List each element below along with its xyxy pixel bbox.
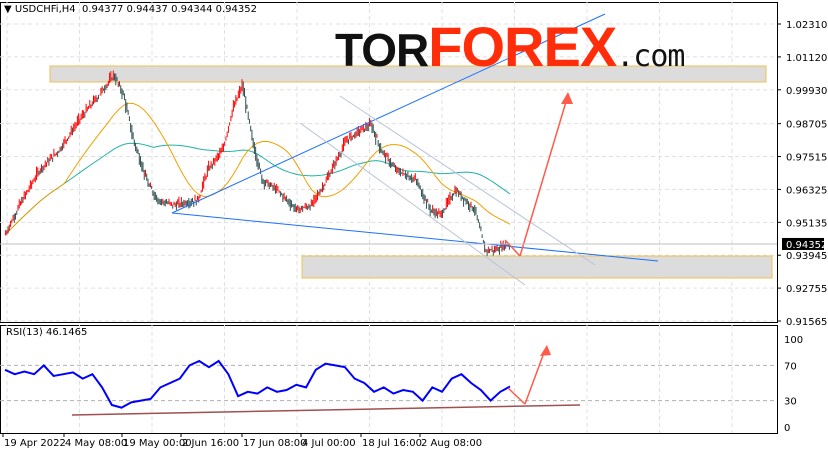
- rsi-support-line: [71, 404, 581, 416]
- rsi-tick-label: 0: [784, 423, 790, 434]
- x-tick-label: 19 May 00:00: [123, 438, 192, 449]
- symbol-label: USDCHFi,H4: [14, 4, 76, 15]
- y-tick-label: 0.96325: [786, 185, 827, 196]
- ohlc-open: 0.94377: [81, 4, 124, 15]
- torforex-logo: TORFOREX.com: [335, 19, 685, 82]
- channel-line-lower: [299, 122, 526, 286]
- current-price-tag: [782, 237, 824, 250]
- current-price-label: 0.94352: [786, 240, 827, 251]
- forecast-arrow-up: [519, 94, 569, 257]
- rsi-tick-label: 70: [784, 361, 797, 372]
- ma-fast-line: [4, 102, 511, 236]
- logo-part-forex: FOREX: [428, 15, 617, 78]
- y-tick-label: 0.93945: [786, 251, 827, 262]
- rsi-arrow-up: [524, 349, 546, 405]
- x-tick-label: 2 Jun 16:00: [182, 438, 239, 449]
- ohlc-low: 0.94344: [171, 4, 213, 15]
- rsi-pane: [0, 325, 778, 434]
- y-tick-label: 1.02310: [786, 20, 827, 31]
- y-tick-label: 0.95135: [786, 218, 827, 229]
- logo-part-com: .com: [616, 39, 685, 74]
- rsi-line: [4, 359, 511, 409]
- y-tick-label: 0.92755: [786, 284, 827, 295]
- ohlc-close: 0.94352: [215, 4, 257, 15]
- x-tick-label: 19 Apr 2022: [4, 438, 66, 449]
- upper-trend-line: [171, 13, 606, 214]
- rsi-arrow-down: [507, 387, 526, 405]
- support-zone: [301, 255, 773, 279]
- channel-line-upper: [339, 95, 596, 266]
- y-tick-label: 1.01120: [786, 53, 827, 64]
- logo-part-tor: TOR: [335, 24, 429, 76]
- y-tick-label: 0.99930: [786, 86, 827, 97]
- ohlc-high: 0.94437: [126, 4, 168, 15]
- rsi-tick-label: 30: [784, 397, 797, 408]
- y-tick-label: 0.91565: [786, 317, 827, 328]
- rsi-label: RSI(13) 46.1465: [6, 327, 88, 338]
- rsi-tick-label: 100: [784, 335, 803, 346]
- dropdown-triangle-icon[interactable]: ▼: [4, 4, 12, 15]
- x-tick-label: 4 May 08:00: [65, 438, 127, 449]
- x-tick-label: 4 Jul 00:00: [302, 438, 356, 449]
- x-tick-label: 18 Jul 16:00: [362, 438, 422, 449]
- chart-header: ▼ USDCHFi,H4 0.94377 0.94437 0.94344 0.9…: [4, 4, 257, 15]
- arrow-head-icon: [561, 92, 573, 104]
- forecast-arrow-down: [504, 239, 521, 257]
- x-tick-label: 17 Jun 08:00: [243, 438, 307, 449]
- x-tick-label: 2 Aug 08:00: [421, 438, 482, 449]
- y-tick-label: 0.97515: [786, 153, 827, 164]
- y-tick-label: 0.98705: [786, 120, 827, 131]
- rsi-arrow-head-icon: [540, 345, 551, 356]
- resistance-zone: [49, 65, 767, 83]
- ma-slow-line: [4, 142, 511, 236]
